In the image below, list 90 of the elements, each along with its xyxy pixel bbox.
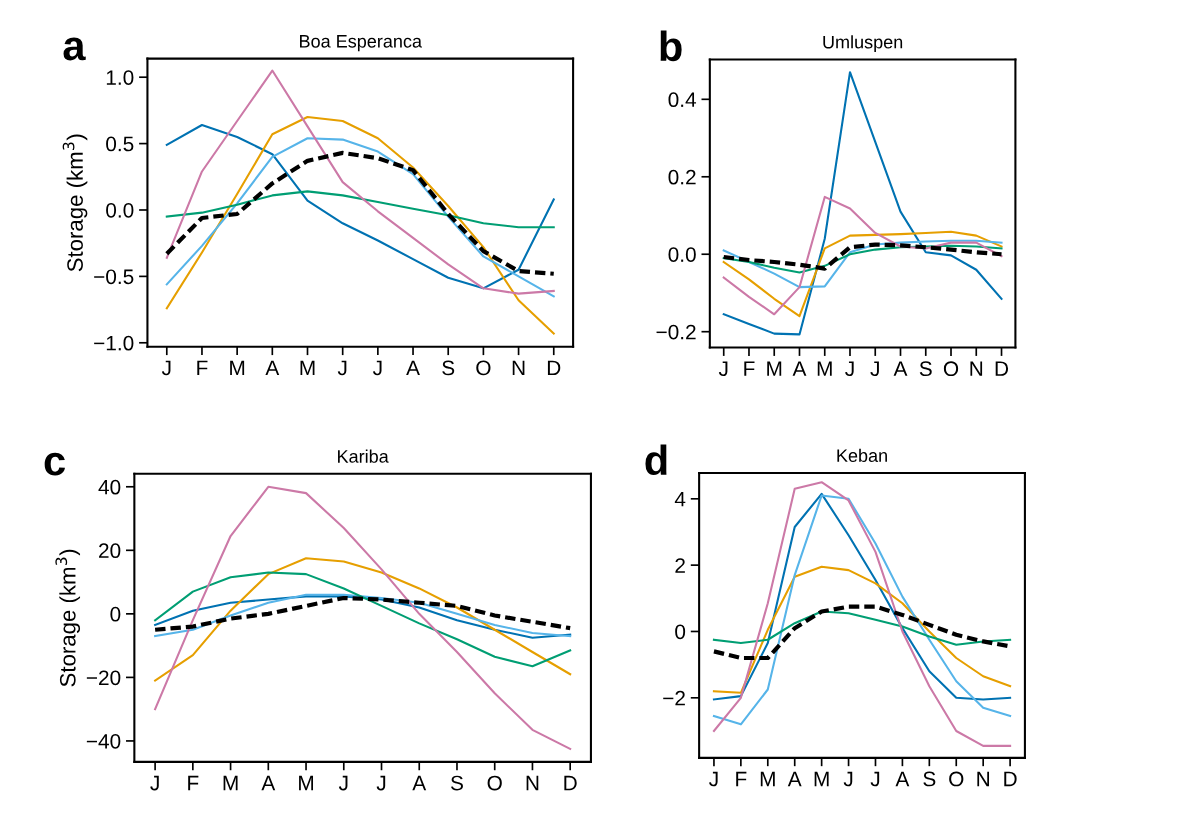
line-series [154, 485, 572, 750]
chart-title: Umluspen [823, 35, 903, 53]
y-tick-label: 0 [675, 624, 686, 640]
line-series [722, 195, 1003, 316]
y-tick-label: 0.0 [668, 247, 696, 262]
line-series [712, 565, 1012, 694]
y-tick-label: 2 [675, 558, 685, 573]
x-tick-label: M [767, 361, 782, 376]
line-series [722, 239, 1003, 289]
line-series [164, 150, 556, 276]
y-tick-label: −1.0 [94, 335, 134, 351]
line-series [165, 190, 555, 229]
y-tick-label: 0.0 [106, 202, 134, 218]
text: b [660, 30, 682, 62]
x-tick-label: A [412, 775, 427, 791]
x-tick-label: S [450, 775, 463, 791]
x-tick-label: J [709, 771, 718, 787]
x-tick-label: F [736, 771, 747, 787]
x-tick-label: A [406, 360, 420, 376]
x-tick-label: J [845, 361, 854, 377]
x-tick-label: S [923, 771, 936, 787]
x-tick-label: A [787, 771, 802, 787]
y-tick-label: 0.4 [668, 92, 697, 108]
y-tick-label: 0.5 [106, 136, 134, 152]
x-tick-label: F [188, 775, 199, 791]
x-tick-label: A [265, 360, 280, 376]
x-tick-label: M [299, 775, 314, 791]
y-tick-label: −20 [86, 670, 121, 686]
x-tick-label: D [995, 361, 1009, 376]
y-tick-label: −2 [663, 690, 685, 706]
x-tick-label: O [949, 771, 964, 787]
y-tick-label: 0.2 [668, 169, 696, 185]
y-axis-title: Storage (km$^{3}$) [62, 134, 88, 272]
x-tick-label: S [442, 360, 455, 376]
x-tick-label: A [895, 771, 910, 787]
line-series [154, 571, 572, 668]
x-tick-label: M [817, 361, 832, 376]
line-series [722, 230, 1003, 318]
chart-title: Keban [837, 448, 887, 462]
x-tick-label: M [230, 360, 245, 376]
x-tick-label: J [161, 360, 171, 376]
x-tick-label: J [870, 361, 879, 377]
x-tick-label: J [870, 771, 880, 787]
y-axis-title: Storage (km$^{3}$) [55, 549, 81, 687]
x-tick-label: D [1004, 771, 1017, 787]
y-tick-label: −0.5 [94, 269, 134, 285]
x-tick-label: M [300, 360, 315, 376]
line-series [165, 69, 555, 295]
x-tick-label: A [261, 775, 276, 791]
x-tick-label: N [970, 361, 983, 376]
y-tick-label: 4 [674, 492, 686, 507]
x-tick-label: O [476, 360, 491, 376]
x-tick-label: N [977, 771, 990, 787]
x-tick-label: J [718, 361, 728, 377]
chart-title: Boa Esperanca [300, 35, 422, 52]
x-tick-label: M [760, 771, 775, 787]
x-tick-label: S [919, 361, 932, 377]
x-tick-label: F [744, 361, 755, 376]
x-tick-label: J [843, 771, 853, 787]
x-tick-label: J [150, 775, 159, 791]
x-tick-label: D [547, 360, 561, 376]
line-series [712, 610, 1012, 646]
x-tick-label: A [893, 361, 908, 376]
x-tick-label: M [223, 775, 238, 791]
x-tick-label: N [512, 360, 525, 376]
y-tick-label: 0 [110, 606, 121, 622]
x-tick-label: D [564, 775, 577, 791]
x-tick-label: O [487, 775, 502, 791]
x-tick-label: J [376, 775, 386, 791]
x-tick-label: F [197, 360, 208, 376]
text: c [44, 452, 65, 476]
line-series [722, 71, 1003, 336]
line-series [165, 116, 555, 335]
y-tick-label: −0.2 [656, 324, 696, 340]
x-tick-label: A [792, 361, 807, 376]
x-tick-label: J [338, 775, 348, 791]
x-tick-label: O [943, 361, 959, 377]
x-tick-label: N [526, 775, 539, 791]
line-series [154, 557, 572, 682]
y-tick-label: 40 [98, 479, 121, 495]
x-tick-label: J [372, 360, 382, 376]
x-tick-label: J [337, 360, 347, 376]
y-tick-label: −40 [86, 733, 121, 749]
text: a [63, 37, 86, 61]
text: d [645, 444, 667, 476]
y-tick-label: 20 [99, 543, 121, 559]
line-series [153, 595, 573, 632]
y-tick-label: 1.0 [106, 70, 134, 85]
chart-title: Kariba [338, 449, 389, 463]
x-tick-label: M [814, 771, 829, 787]
